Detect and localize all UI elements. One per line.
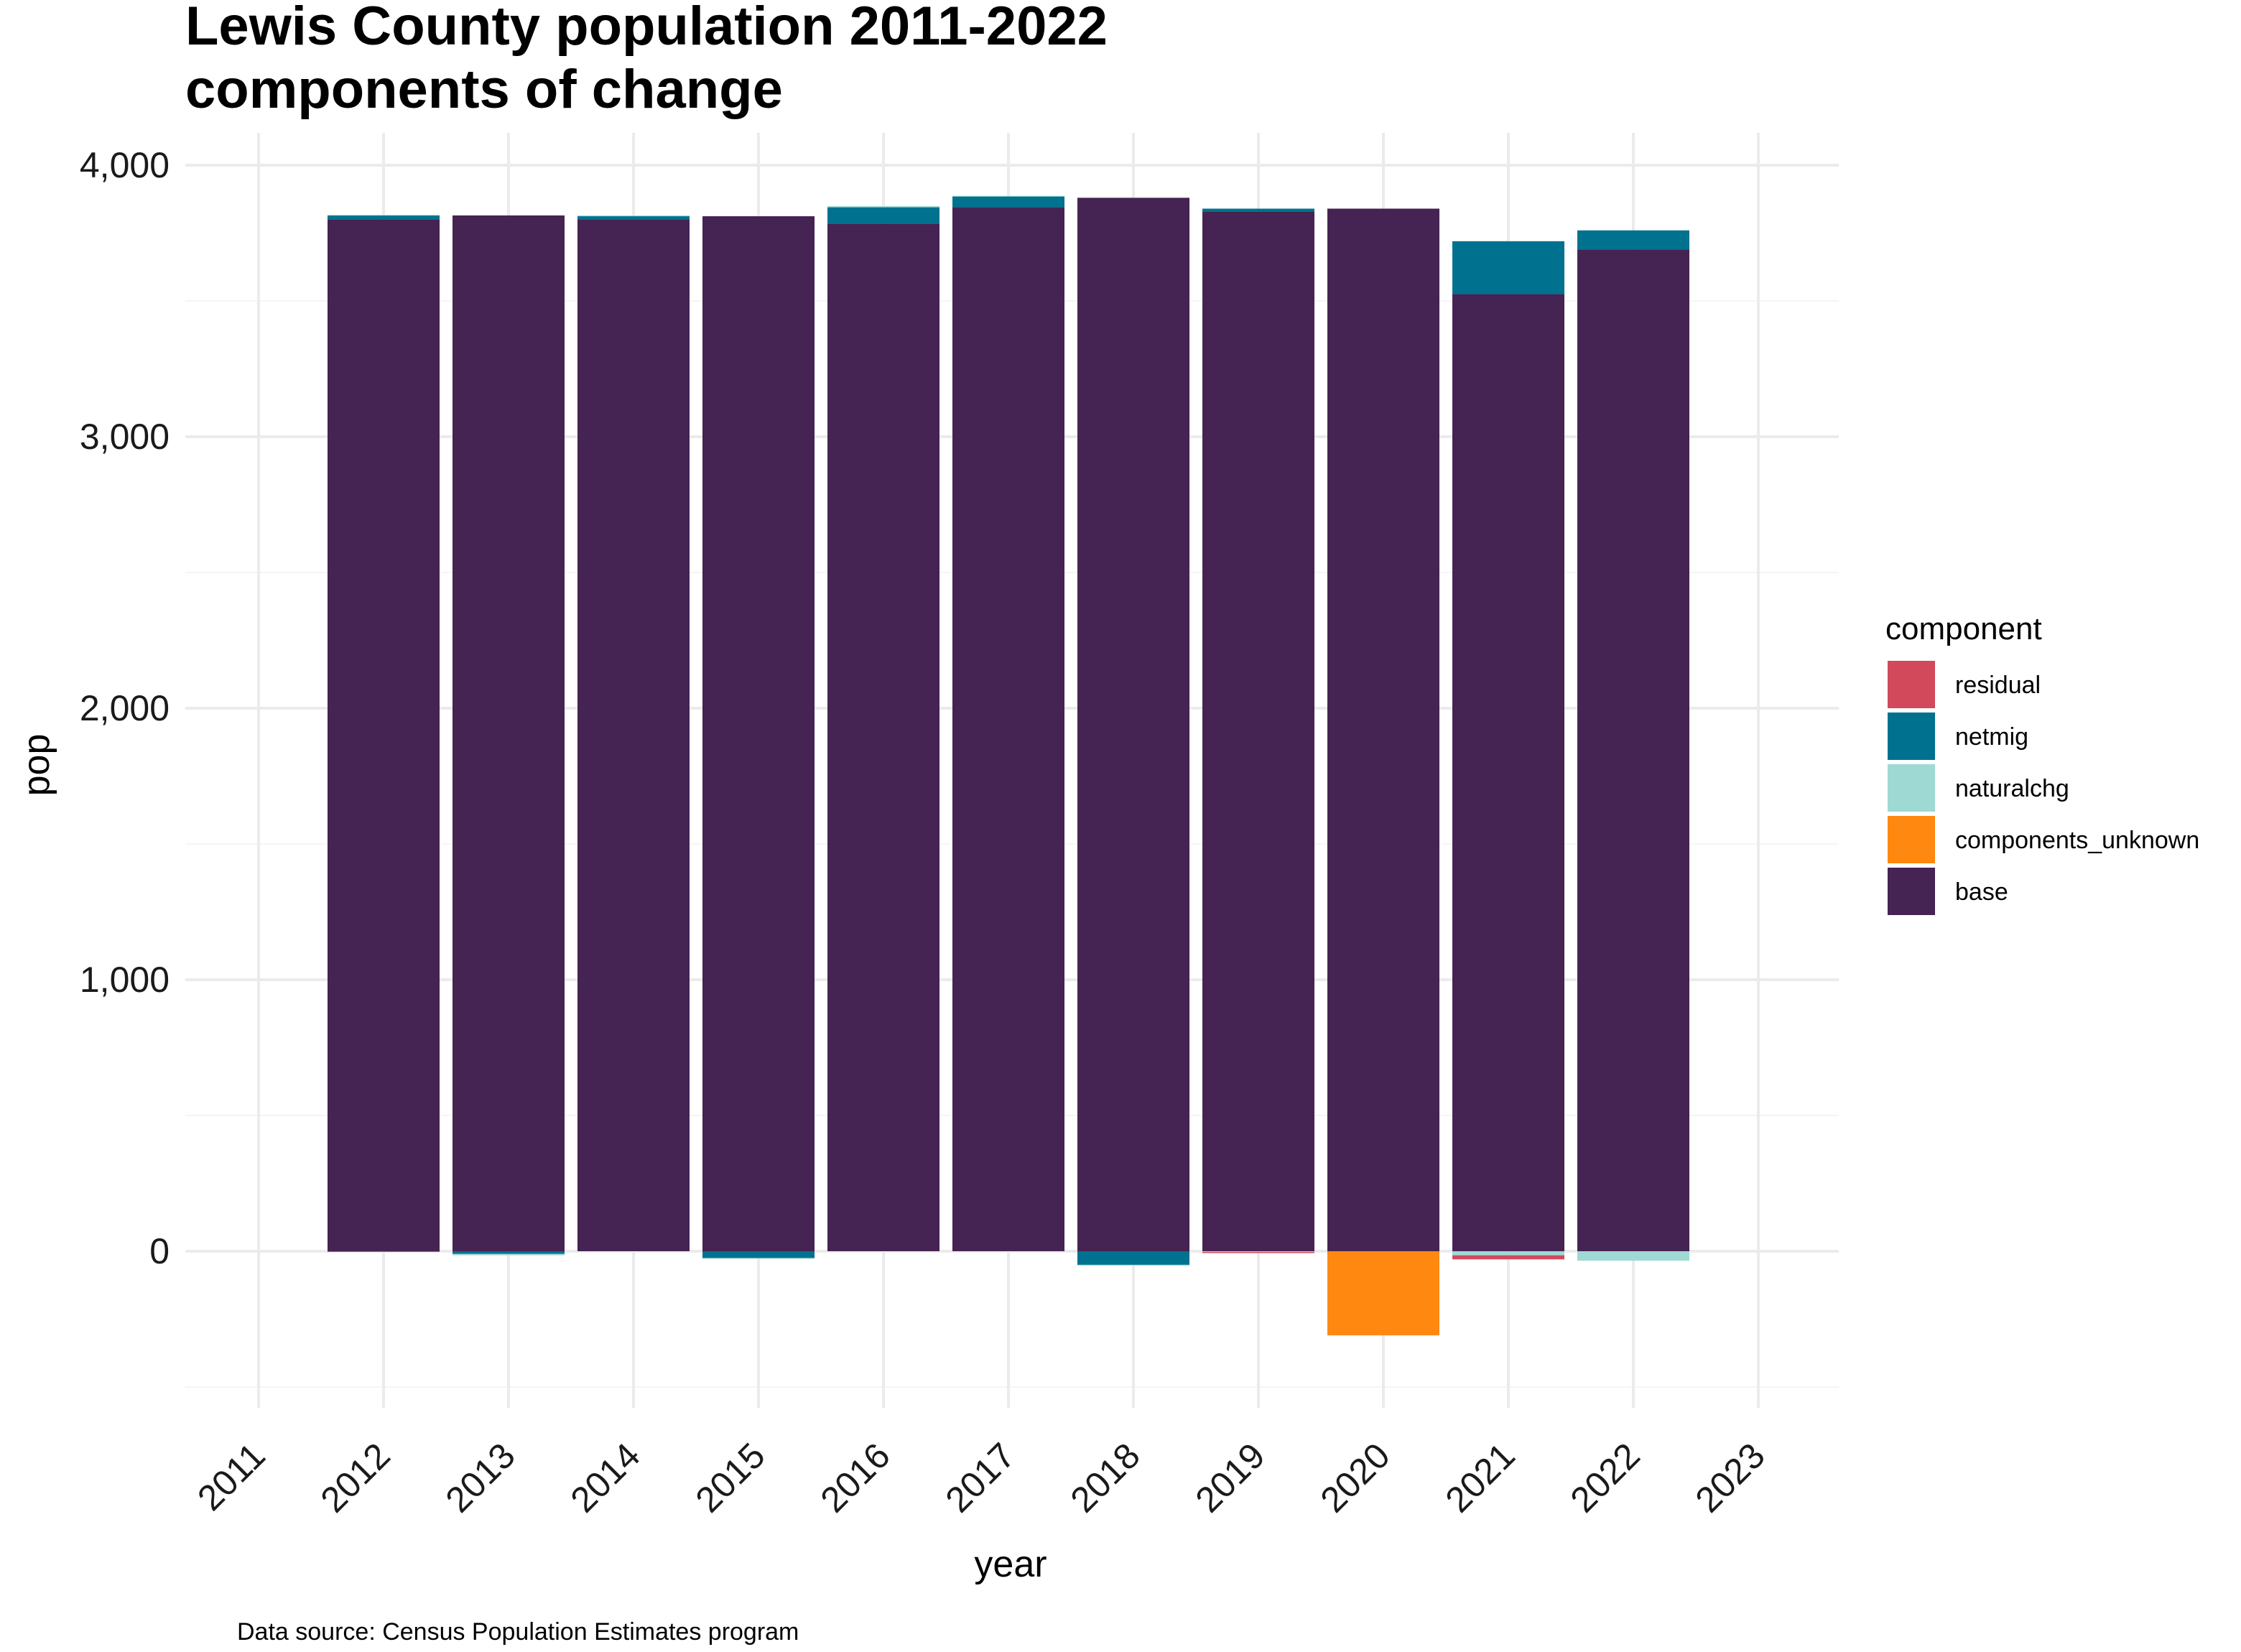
x-tick-label: 2020 xyxy=(1313,1435,1398,1520)
bar-naturalchg-2013 xyxy=(453,1253,565,1256)
x-tick-label: 2018 xyxy=(1063,1435,1148,1520)
bar-base-2015 xyxy=(702,216,815,1252)
bar-base-2021 xyxy=(1452,294,1564,1251)
bar-base-2018 xyxy=(1077,198,1189,1251)
y-tick-label: 0 xyxy=(149,1231,170,1271)
legend-key-components_unknown xyxy=(1888,816,1935,863)
bar-components_unknown-2020 xyxy=(1327,1251,1439,1336)
legend-key-netmig xyxy=(1888,713,1935,760)
bar-netmig-2019 xyxy=(1202,208,1314,212)
bar-naturalchg-2014 xyxy=(577,215,690,217)
bar-base-2016 xyxy=(827,223,939,1251)
legend-title: component xyxy=(1885,611,2042,646)
legend-label-components_unknown: components_unknown xyxy=(1955,827,2199,854)
x-tick-label: 2015 xyxy=(688,1435,773,1520)
x-tick-label: 2021 xyxy=(1438,1435,1523,1520)
bar-naturalchg-2021 xyxy=(1452,1251,1564,1256)
y-axis-title: pop xyxy=(16,734,57,797)
legend-label-naturalchg: naturalchg xyxy=(1955,775,2069,802)
x-tick-label: 2023 xyxy=(1688,1435,1773,1520)
bar-base-2020 xyxy=(1327,208,1439,1252)
bar-base-2017 xyxy=(952,207,1064,1252)
bar-naturalchg-2016 xyxy=(827,206,939,208)
caption: Data source: Census Population Estimates… xyxy=(237,1618,799,1646)
bar-residual-2019 xyxy=(1202,1252,1314,1253)
legend-key-base xyxy=(1888,868,1935,915)
chart-title-line1: Lewis County population 2011-2022 xyxy=(185,0,1108,57)
bar-base-2019 xyxy=(1202,211,1314,1251)
bars xyxy=(328,195,1689,1336)
x-tick-label: 2011 xyxy=(190,1435,273,1518)
legend-key-residual xyxy=(1888,661,1935,708)
bar-base-2013 xyxy=(453,215,565,1252)
bar-netmig-2018 xyxy=(1077,1251,1189,1265)
bar-residual-2021 xyxy=(1452,1255,1564,1260)
x-axis-title: year xyxy=(974,1544,1047,1585)
bar-naturalchg-2022 xyxy=(1577,1251,1689,1261)
bar-netmig-2015 xyxy=(702,1251,815,1258)
x-tick-label: 2013 xyxy=(438,1435,523,1520)
bar-naturalchg-2019 xyxy=(1202,1251,1314,1253)
x-tick-label: 2014 xyxy=(563,1435,648,1520)
legend-label-residual: residual xyxy=(1955,672,2041,699)
legend-label-netmig: netmig xyxy=(1955,723,2028,751)
x-tick-label: 2022 xyxy=(1563,1435,1648,1520)
bar-base-2012 xyxy=(328,219,440,1252)
bar-naturalchg-2018 xyxy=(1077,1264,1189,1266)
bar-base-2022 xyxy=(1577,249,1689,1252)
bar-netmig-2017 xyxy=(952,196,1064,208)
bar-netmig-2013 xyxy=(453,1251,565,1254)
x-tick-label: 2012 xyxy=(313,1435,398,1520)
bar-netmig-2021 xyxy=(1452,241,1564,294)
chart-title-line2: components of change xyxy=(185,59,783,120)
bar-netmig-2022 xyxy=(1577,230,1689,250)
x-tick-label: 2016 xyxy=(813,1435,898,1520)
bar-netmig-2012 xyxy=(328,215,440,220)
x-tick-label: 2017 xyxy=(938,1435,1023,1520)
bar-netmig-2014 xyxy=(577,216,690,220)
y-tick-label: 4,000 xyxy=(80,145,170,185)
bar-base-2014 xyxy=(577,219,690,1252)
legend-label-base: base xyxy=(1955,878,2008,906)
legend: residual netmig naturalchg components_unkno… xyxy=(1888,661,2199,915)
y-tick-label: 2,000 xyxy=(80,688,170,728)
bar-naturalchg-2017 xyxy=(952,195,1064,197)
bar-netmig-2016 xyxy=(827,207,939,224)
bar-residual-2012 xyxy=(328,1251,440,1252)
x-tick-label: 2019 xyxy=(1188,1435,1273,1520)
y-tick-label: 1,000 xyxy=(80,960,170,1000)
y-tick-label: 3,000 xyxy=(80,417,170,457)
legend-key-naturalchg xyxy=(1888,764,1935,812)
